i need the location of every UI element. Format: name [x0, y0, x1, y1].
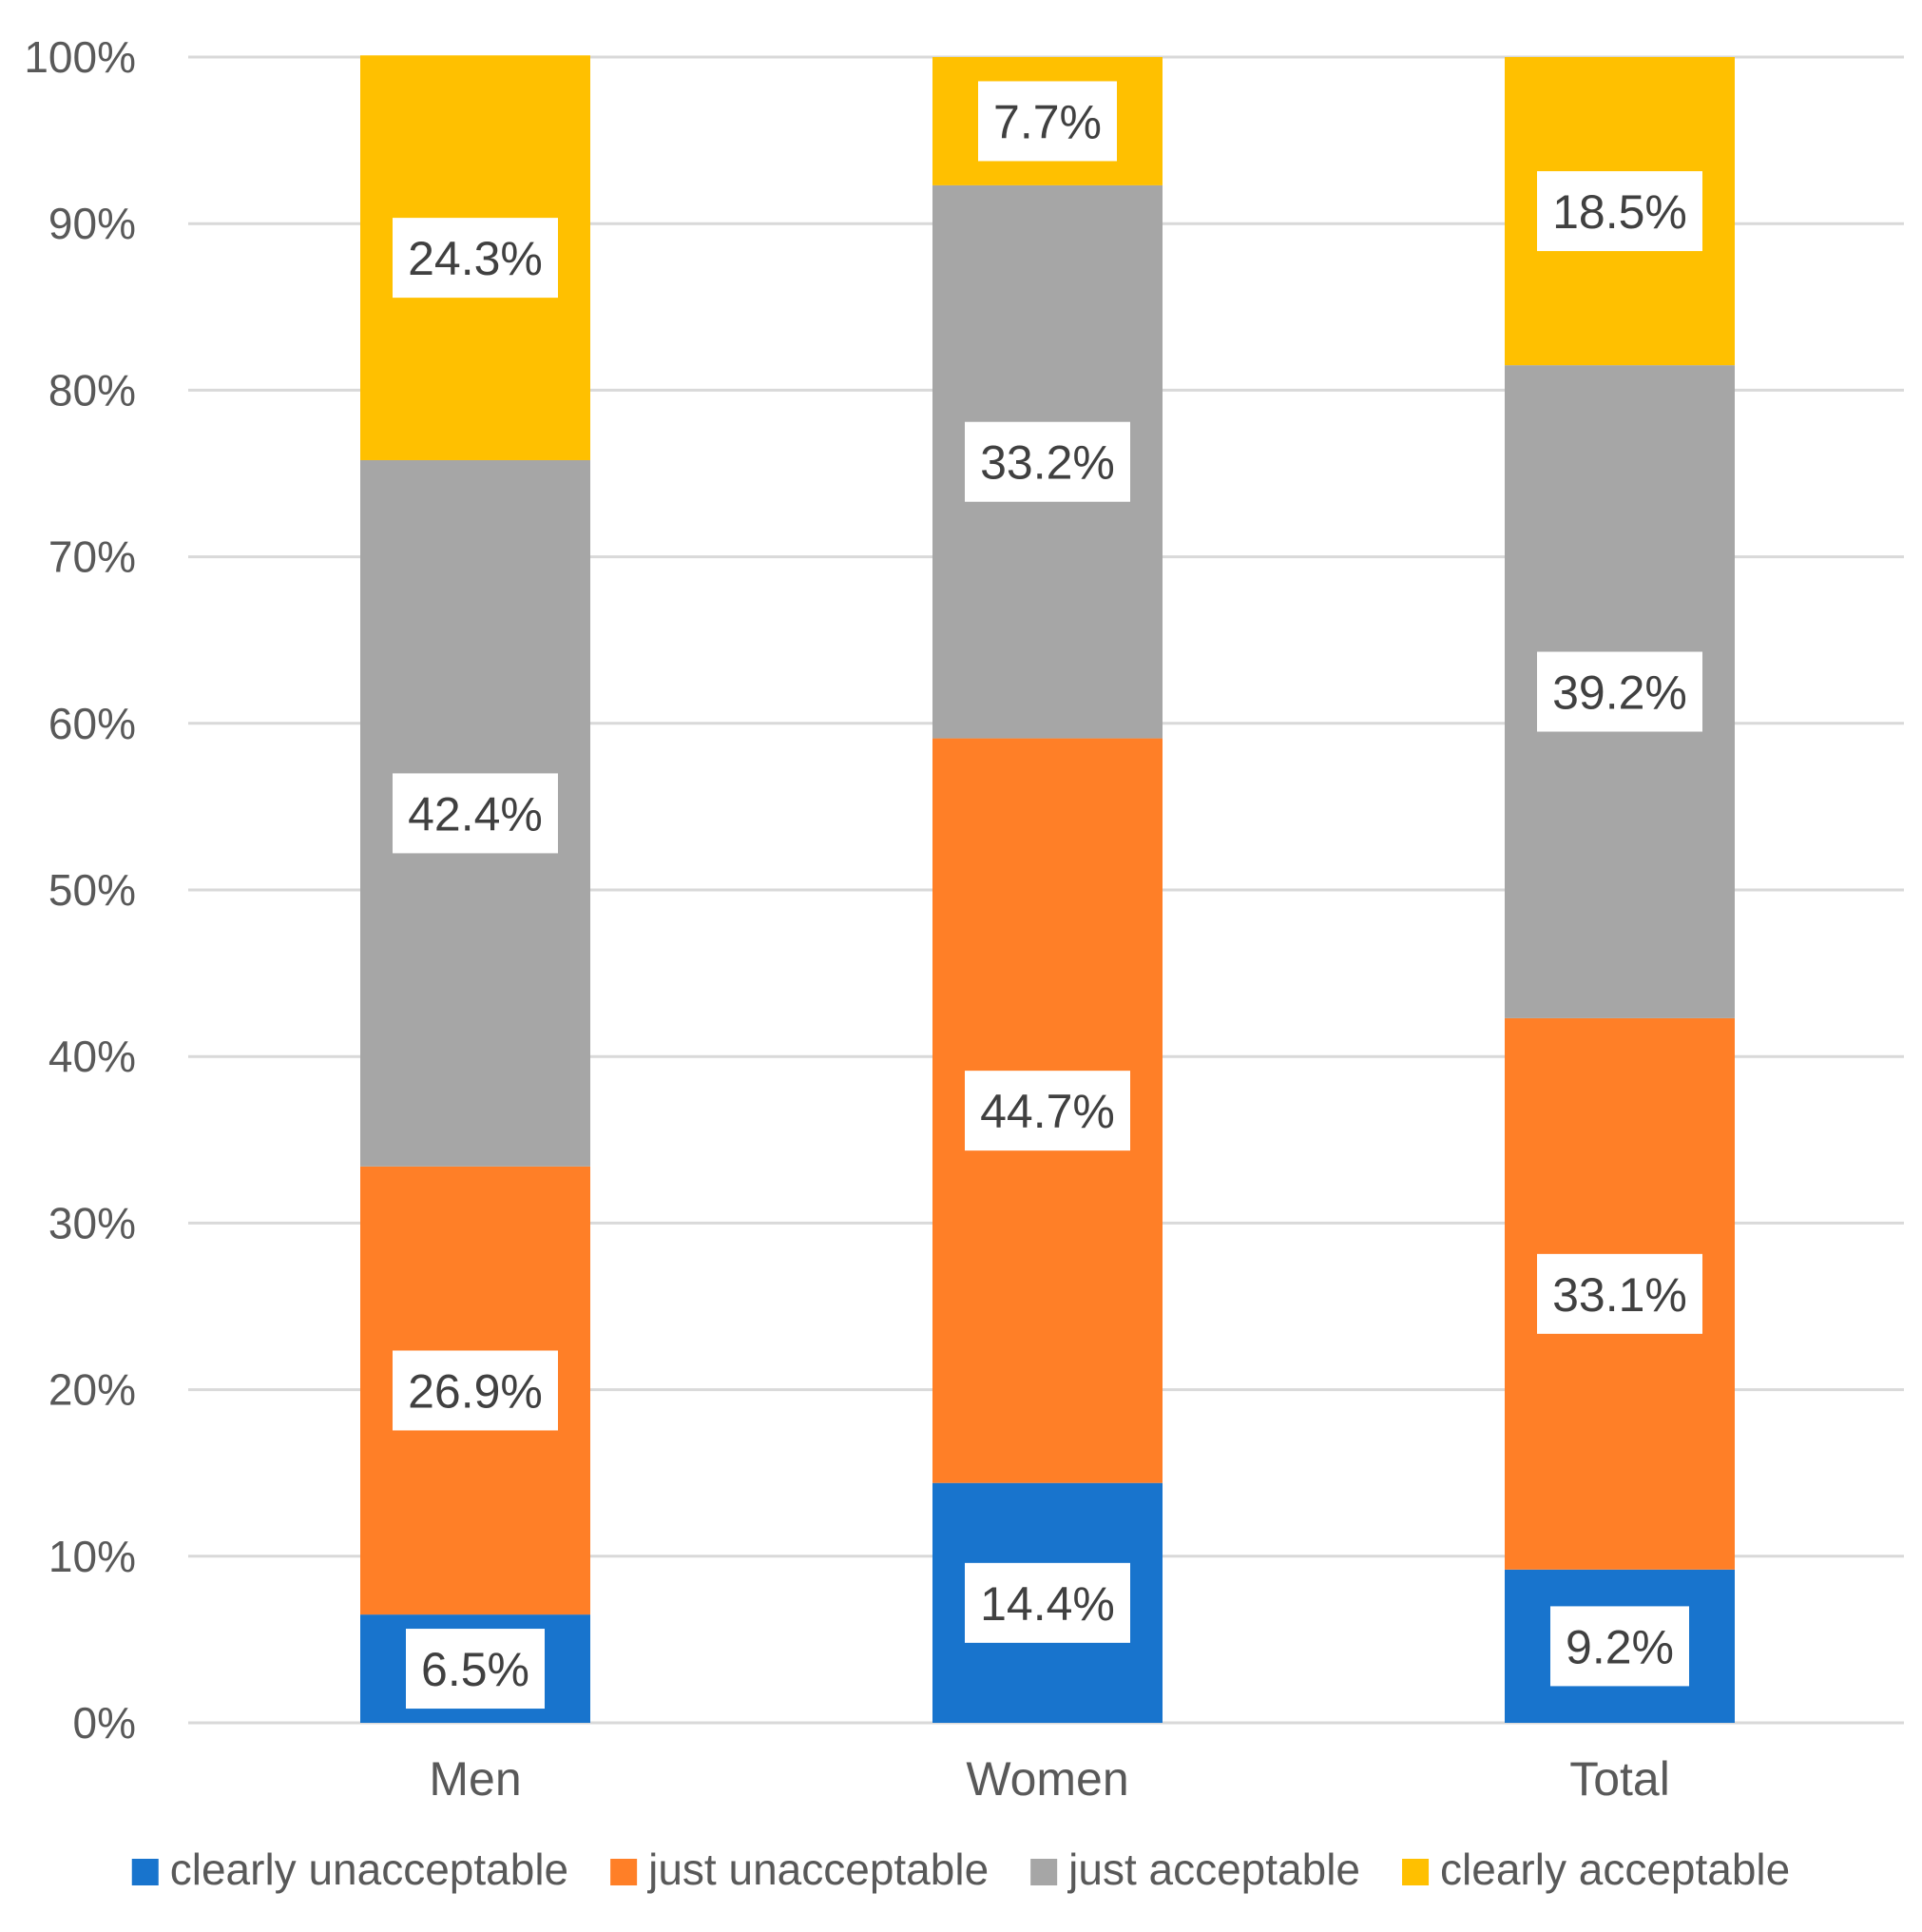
data-label-women-clearly-unacceptable: 14.4%: [965, 1562, 1130, 1643]
data-label-text: 39.2%: [1552, 667, 1687, 720]
data-label-women-clearly-acceptable: 7.7%: [978, 81, 1117, 162]
data-label-text: 9.2%: [1566, 1620, 1674, 1673]
legend-label: clearly unacceptable: [170, 1845, 568, 1894]
y-tick-label: 50%: [48, 865, 136, 915]
x-axis-category-labels: Men Women Total: [429, 1752, 1669, 1806]
y-tick-label: 100%: [24, 32, 136, 82]
data-label-text: 42.4%: [408, 787, 543, 840]
bars: [360, 55, 1735, 1723]
y-tick-label: 0%: [73, 1698, 136, 1748]
y-tick-label: 80%: [48, 365, 136, 415]
legend-label: just unacceptable: [646, 1845, 989, 1894]
data-label-box: [393, 1350, 558, 1431]
data-label-text: 14.4%: [980, 1577, 1115, 1631]
data-label-total-clearly-acceptable: 18.5%: [1537, 171, 1702, 252]
data-label-text: 33.2%: [980, 436, 1115, 490]
y-tick-label: 70%: [48, 532, 136, 582]
legend-item-clearly-acceptable[interactable]: clearly acceptable: [1402, 1845, 1790, 1894]
x-category-label-men: Men: [429, 1752, 521, 1806]
y-tick-label: 40%: [48, 1032, 136, 1081]
data-label-box: [965, 1562, 1130, 1643]
y-tick-label: 10%: [48, 1532, 136, 1581]
data-label-text: 44.7%: [980, 1085, 1115, 1138]
data-label-text: 6.5%: [421, 1643, 529, 1696]
data-label-total-just-acceptable: 39.2%: [1537, 651, 1702, 732]
x-category-label-total: Total: [1569, 1752, 1670, 1806]
legend-swatch: [1402, 1859, 1430, 1885]
data-label-box: [1537, 651, 1702, 732]
legend-swatch: [610, 1859, 638, 1885]
data-label-box: [978, 81, 1117, 162]
data-label-women-just-acceptable: 33.2%: [965, 421, 1130, 502]
data-label-text: 7.7%: [993, 95, 1102, 148]
data-label-men-clearly-unacceptable: 6.5%: [406, 1629, 545, 1710]
data-label-box: [406, 1629, 545, 1710]
data-label-men-clearly-acceptable: 24.3%: [393, 218, 558, 299]
legend-label: just acceptable: [1067, 1845, 1360, 1894]
legend-item-just-unacceptable[interactable]: just unacceptable: [610, 1845, 989, 1894]
y-tick-label: 30%: [48, 1198, 136, 1247]
data-label-text: 18.5%: [1552, 185, 1687, 239]
data-label-box: [1550, 1606, 1689, 1687]
legend-label: clearly acceptable: [1440, 1845, 1790, 1894]
data-label-text: 26.9%: [408, 1364, 543, 1418]
data-label-men-just-unacceptable: 26.9%: [393, 1350, 558, 1431]
legend-swatch: [131, 1859, 159, 1885]
data-label-total-clearly-unacceptable: 9.2%: [1550, 1606, 1689, 1687]
data-label-total-just-unacceptable: 33.1%: [1537, 1253, 1702, 1334]
data-label-box: [965, 421, 1130, 502]
data-label-box: [1537, 1253, 1702, 1334]
y-tick-label: 90%: [48, 199, 136, 248]
y-axis-tick-labels: 0% 10% 20% 30% 40% 50% 60% 70% 80% 90% 100%: [24, 32, 136, 1748]
y-tick-label: 20%: [48, 1365, 136, 1415]
y-tick-label: 60%: [48, 699, 136, 748]
data-label-men-just-acceptable: 42.4%: [393, 773, 558, 854]
data-label-box: [393, 773, 558, 854]
data-label-box: [393, 218, 558, 299]
data-label-women-just-unacceptable: 44.7%: [965, 1071, 1130, 1151]
data-label-box: [1537, 171, 1702, 252]
data-labels: 6.5% 26.9% 42.4% 24.3% 14.4% 44.7% 33.2% 7.7% 9.…: [393, 81, 1702, 1710]
legend-item-just-acceptable[interactable]: just acceptable: [1030, 1845, 1360, 1894]
data-label-text: 24.3%: [408, 232, 543, 285]
x-category-label-women: Women: [966, 1752, 1128, 1806]
data-label-text: 33.1%: [1552, 1268, 1687, 1322]
data-label-box: [965, 1071, 1130, 1151]
legend: clearly unacceptable just unacceptable jus…: [131, 1845, 1790, 1894]
legend-swatch: [1030, 1859, 1058, 1885]
legend-item-clearly-unacceptable[interactable]: clearly unacceptable: [131, 1845, 568, 1894]
